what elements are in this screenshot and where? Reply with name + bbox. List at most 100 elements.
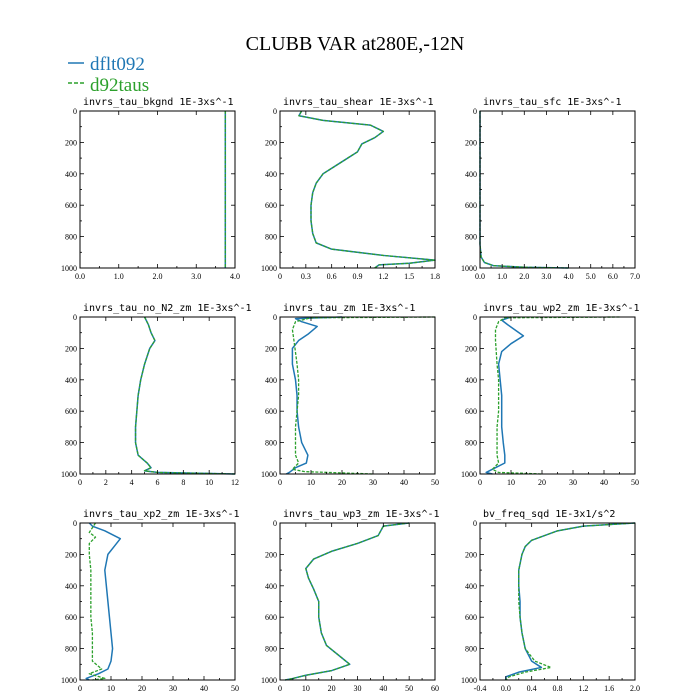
panel-title: invrs_tau_sfc 1E-3xs^-1 (483, 97, 621, 108)
series-line-d92taus (491, 316, 620, 475)
series-line-d92taus (88, 522, 106, 681)
panel-title: bv_freq_sqd 1E-3x1/s^2 (483, 509, 615, 520)
y-tick-label: 200 (65, 344, 77, 353)
x-tick-label: 30 (354, 684, 362, 693)
x-tick-label: 12 (231, 478, 239, 487)
legend: dflt092 d92taus (68, 54, 149, 96)
x-tick-label: 1.0 (497, 272, 507, 281)
y-tick-label: 200 (65, 550, 77, 559)
plot-frame (479, 316, 636, 475)
panel-title: invrs_tau_xp2_zm 1E-3xs^-1 (83, 509, 240, 520)
panel-title: invrs_tau_wp2_zm 1E-3xs^-1 (483, 303, 640, 314)
x-tick-label: 1.6 (604, 684, 614, 693)
x-tick-label: 10 (507, 478, 515, 487)
series-line-dflt092 (479, 111, 569, 269)
x-tick-label: 40 (600, 478, 608, 487)
x-tick-label: 0.4 (527, 684, 537, 693)
series-line-d92taus (298, 110, 436, 269)
x-tick-label: 20 (328, 684, 336, 693)
y-tick-label: 0 (273, 519, 277, 528)
y-tick-label: 400 (265, 582, 277, 591)
x-tick-label: 0 (478, 478, 482, 487)
y-tick-label: 600 (265, 407, 277, 416)
x-tick-label: 0 (78, 478, 82, 487)
y-tick-label: 0 (473, 107, 477, 116)
y-tick-label: 1000 (261, 676, 277, 685)
y-tick-label: 400 (265, 170, 277, 179)
panel-6: invrs_tau_xp2_zm 1E-3xs^-1 0 10 20 30 40 50 0 20… (61, 509, 240, 693)
panel-title: invrs_tau_shear 1E-3xs^-1 (283, 97, 434, 108)
y-tick-label: 400 (65, 376, 77, 385)
plot-frame (79, 110, 236, 269)
y-tick-label: 600 (65, 201, 77, 210)
x-tick-label: 40 (200, 684, 208, 693)
y-tick-label: 200 (65, 138, 77, 147)
x-tick-label: 10 (107, 684, 115, 693)
y-tick-label: 0 (473, 313, 477, 322)
y-tick-label: 800 (265, 645, 277, 654)
legend-label-d92taus: d92taus (90, 75, 149, 96)
y-tick-label: 0 (273, 107, 277, 116)
x-tick-label: 1.5 (404, 272, 414, 281)
x-tick-label: 50 (231, 684, 239, 693)
x-tick-label: 3.0 (191, 272, 201, 281)
panel-2: invrs_tau_sfc 1E-3xs^-1 0.0 1.0 2.0 3.0 4.0 5.… (461, 97, 640, 281)
y-tick-label: 600 (65, 407, 77, 416)
panel-3: invrs_tau_no_N2_zm 1E-3xs^-1 0 2 4 6 8 10 12 0 20… (61, 303, 252, 487)
y-tick-label: 800 (465, 645, 477, 654)
x-tick-label: 20 (338, 478, 346, 487)
y-tick-label: 800 (465, 439, 477, 448)
series-line-d92taus (505, 522, 636, 681)
y-tick-label: 1000 (61, 470, 77, 479)
y-tick-label: 800 (65, 439, 77, 448)
plot-frame (479, 110, 636, 269)
panel-5: invrs_tau_wp2_zm 1E-3xs^-1 0 10 20 30 40 50 0 20… (461, 303, 640, 487)
y-tick-label: 1000 (461, 676, 477, 685)
x-tick-label: 0.9 (353, 272, 363, 281)
x-tick-label: 4.0 (564, 272, 574, 281)
y-tick-label: 200 (265, 344, 277, 353)
x-tick-label: 20 (538, 478, 546, 487)
x-tick-label: 3.0 (541, 272, 551, 281)
y-tick-label: 600 (465, 407, 477, 416)
series-line-dflt092 (485, 316, 525, 475)
y-tick-label: 400 (265, 376, 277, 385)
y-tick-label: 200 (465, 344, 477, 353)
x-tick-label: -0.4 (474, 684, 487, 693)
panel-7: invrs_tau_wp3_zm 1E-3xs^-10 10 20 30 40 50 600… (261, 509, 440, 693)
x-tick-label: 40 (400, 478, 408, 487)
x-tick-label: 0.3 (301, 272, 311, 281)
x-tick-label: 10 (302, 684, 310, 693)
x-tick-label: 5.0 (586, 272, 596, 281)
series-line-d92taus (479, 111, 569, 269)
series-line-dflt092 (285, 316, 343, 475)
series-line-d92taus (134, 316, 236, 475)
y-tick-label: 1000 (461, 470, 477, 479)
x-tick-label: 20 (138, 684, 146, 693)
x-tick-label: 0.0 (501, 684, 511, 693)
series-line-dflt092 (134, 316, 236, 475)
plot-frame (279, 110, 436, 269)
panels: invrs_tau_bkgnd 1E-3xs^-1 0.0 1.0 2.0 3.0 4.0… (61, 97, 640, 693)
x-tick-label: 1.8 (430, 272, 440, 281)
panel-0: invrs_tau_bkgnd 1E-3xs^-1 0.0 1.0 2.0 3.0 4.0… (61, 97, 240, 281)
x-tick-label: 60 (431, 684, 439, 693)
x-tick-label: 0 (278, 684, 282, 693)
panel-title: invrs_tau_no_N2_zm 1E-3xs^-1 (83, 303, 252, 314)
main-title: CLUBB VAR at280E,-12N (246, 33, 465, 55)
x-tick-label: 4.0 (230, 272, 240, 281)
y-tick-label: 1000 (261, 470, 277, 479)
plot-frame (279, 522, 436, 681)
y-tick-label: 600 (465, 201, 477, 210)
y-tick-label: 800 (265, 439, 277, 448)
x-tick-label: 7.0 (630, 272, 640, 281)
y-tick-label: 200 (465, 550, 477, 559)
y-tick-label: 200 (265, 138, 277, 147)
y-tick-label: 600 (265, 613, 277, 622)
plot-frame (79, 316, 236, 475)
x-tick-label: 30 (369, 478, 377, 487)
x-tick-label: 2 (104, 478, 108, 487)
panel-8: bv_freq_sqd 1E-3x1/s^2 -0.4 0.0 0.4 0.8 1.2 1.… (461, 509, 640, 693)
panel-title: invrs_tau_bkgnd 1E-3xs^-1 (83, 97, 234, 108)
